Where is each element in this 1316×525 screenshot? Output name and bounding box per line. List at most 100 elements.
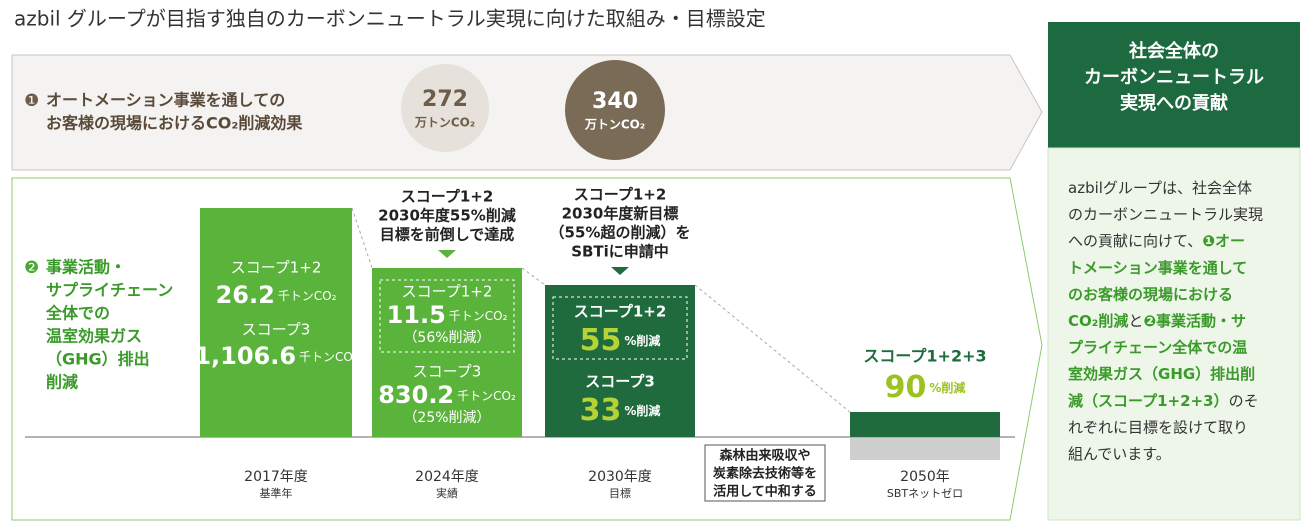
- sidebar-text: 減（スコープ1+2+3）: [1068, 391, 1229, 409]
- bubble-value: 272: [422, 87, 468, 112]
- sidebar-text: ❶オー: [1202, 232, 1245, 250]
- year: 2030年度: [588, 469, 652, 485]
- callout: スコープ1+2: [401, 188, 494, 206]
- section-number: ❷: [24, 258, 39, 278]
- sidebar-line: CO₂削減と❷事業活動・サ: [1068, 312, 1246, 330]
- item-note: （56%削減）: [403, 329, 490, 346]
- unit: %削減: [929, 380, 965, 395]
- sidebar-line: のカーボンニュートラル実現: [1068, 205, 1263, 223]
- callout-arrow: [611, 267, 629, 275]
- bubble: [401, 64, 489, 152]
- section-label: 削減: [46, 373, 78, 392]
- value: 33: [580, 393, 622, 428]
- sidebar-text: ❷事業活動・サ: [1143, 312, 1246, 330]
- sidebar-text: トメーション事業を通して: [1068, 258, 1247, 276]
- item-value: 830.2 千トンCO₂: [378, 381, 516, 409]
- item-value: 1,106.6 千トンCO₂: [194, 342, 358, 370]
- sidebar-text: への貢献に向けて、: [1068, 232, 1202, 250]
- section-label: サプライチェーン: [46, 281, 173, 300]
- sidebar-text: のそ: [1229, 391, 1259, 409]
- offset-bar: [850, 438, 1000, 460]
- section-label: （GHG）排出: [46, 350, 150, 369]
- year-sub: 実績: [436, 486, 458, 500]
- bar: [545, 285, 695, 437]
- year: 2050年: [900, 469, 950, 485]
- unit: 千トンCO₂: [457, 389, 516, 403]
- item-value: 33 %削減: [580, 393, 661, 428]
- offset-note: 森林由来吸収や: [719, 448, 810, 464]
- sidebar-line: プライチェーン全体での温: [1068, 338, 1247, 356]
- section-label: 全体での: [45, 304, 110, 323]
- value: 90: [885, 370, 927, 405]
- year: 2024年度: [415, 469, 479, 485]
- sidebar-line: 減（スコープ1+2+3）のそ: [1068, 391, 1259, 409]
- unit: 千トンCO₂: [449, 309, 508, 323]
- item-value: 55 %削減: [580, 323, 661, 358]
- sidebar-line: への貢献に向けて、❶オー: [1068, 232, 1245, 250]
- bubble: [565, 60, 665, 160]
- sidebar-heading: 実現への貢献: [1120, 92, 1228, 114]
- callout: スコープ1+2: [574, 186, 667, 204]
- sidebar-heading: 社会全体の: [1129, 40, 1219, 62]
- bar: [850, 412, 1000, 437]
- item-value: 26.2 千トンCO₂: [216, 281, 337, 309]
- item-value: 11.5 千トンCO₂: [387, 301, 508, 329]
- callout: 目標を前倒しで達成: [380, 226, 515, 244]
- section-label: 事業活動・: [46, 258, 126, 277]
- callout: 2030年度新目標: [562, 205, 679, 223]
- unit: 千トンCO₂: [299, 350, 358, 364]
- sidebar-line: 組んでいます。: [1068, 445, 1171, 463]
- title: azbil グループが目指す独自のカーボンニュートラル実現に向けた取組み・目標設…: [14, 7, 766, 31]
- sidebar-text: CO₂削減: [1068, 312, 1128, 330]
- item-note: （25%削減）: [403, 409, 490, 426]
- connector: [351, 207, 373, 269]
- offset-note: 炭素除去技術等を: [713, 466, 817, 482]
- section-number: ❶: [24, 91, 39, 111]
- unit: %削減: [624, 333, 660, 348]
- section-label: お客様の現場におけるCO₂削減効果: [46, 114, 302, 133]
- item-label: スコープ3: [585, 373, 655, 391]
- year-sub: 基準年: [260, 486, 293, 500]
- sidebar-line: 室効果ガス（GHG）排出削: [1068, 365, 1255, 383]
- bubble-value: 340: [592, 89, 638, 114]
- section-label: オートメーション事業を通しての: [46, 91, 285, 110]
- sidebar-text: れぞれに目標を設けて取り: [1068, 418, 1248, 436]
- year: 2017年度: [244, 469, 308, 485]
- offset-note: 活用して中和する: [713, 484, 817, 500]
- sidebar-text: のお客様の現場における: [1068, 285, 1233, 303]
- bubble-unit: 万トンCO₂: [414, 116, 475, 130]
- sidebar-heading: カーボンニュートラル: [1084, 67, 1264, 88]
- sidebar-line: azbilグループは、社会全体: [1068, 179, 1252, 197]
- value: 830.2: [378, 381, 454, 409]
- connector: [521, 267, 546, 286]
- item-label: スコープ1+2: [574, 303, 667, 321]
- section1-panel: [11, 54, 1043, 171]
- section-label: 温室効果ガス: [45, 327, 142, 346]
- callout: 2030年度55%削減: [378, 207, 516, 225]
- sidebar-text: プライチェーン全体での温: [1068, 338, 1247, 356]
- dashed-box: [552, 296, 688, 360]
- unit: %削減: [624, 403, 660, 418]
- value: 26.2: [216, 281, 275, 309]
- year-sub: 目標: [609, 486, 631, 500]
- sidebar-text: 室効果ガス（GHG）排出削: [1068, 365, 1255, 383]
- sidebar-text: のカーボンニュートラル実現: [1068, 205, 1263, 223]
- dashed-box: [379, 279, 515, 353]
- sidebar-text: と: [1128, 312, 1143, 330]
- sidebar-line: れぞれに目標を設けて取り: [1068, 418, 1248, 436]
- callout: （55%超の削減）を: [550, 224, 691, 242]
- sidebar-line: のお客様の現場における: [1068, 285, 1233, 303]
- item-label: スコープ3: [413, 363, 482, 381]
- sidebar-line: トメーション事業を通して: [1068, 258, 1247, 276]
- year-sub: SBTネットゼロ: [887, 487, 963, 500]
- sidebar-text: azbilグループは、社会全体: [1068, 179, 1252, 197]
- item-value: 90 %削減: [885, 370, 966, 405]
- unit: 千トンCO₂: [278, 289, 337, 303]
- callout: SBTiに申請中: [571, 243, 669, 261]
- offset-note-box: [704, 444, 826, 502]
- value: 55: [580, 323, 622, 358]
- value: 1,106.6: [194, 342, 296, 370]
- item-label: スコープ1+2+3: [863, 347, 986, 366]
